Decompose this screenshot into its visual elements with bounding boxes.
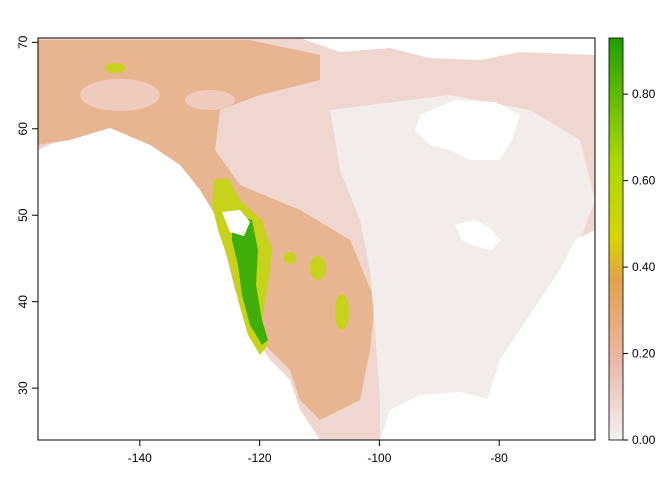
alaska-patch bbox=[105, 63, 125, 73]
rockies-patch bbox=[310, 256, 326, 280]
land-blotch bbox=[80, 79, 160, 111]
puget-sound bbox=[222, 210, 250, 236]
great-lakes bbox=[455, 220, 500, 250]
y-tick-label: 50 bbox=[16, 208, 30, 222]
rockies-patch bbox=[284, 252, 296, 264]
land-west-orange bbox=[38, 40, 375, 420]
legend-tick-label: 0.60 bbox=[632, 174, 656, 188]
legend-axis: 0.00 0.20 0.40 0.60 0.80 bbox=[623, 87, 656, 447]
y-tick-label: 70 bbox=[16, 35, 30, 49]
y-tick-label: 60 bbox=[16, 122, 30, 136]
land-blotch bbox=[185, 90, 235, 110]
legend-tick-label: 0.00 bbox=[632, 433, 656, 447]
pacific-nw-green bbox=[232, 215, 268, 345]
plot-frame bbox=[37, 37, 596, 441]
gulf-of-mexico bbox=[380, 392, 500, 440]
x-tick-label: -120 bbox=[248, 451, 272, 465]
legend-tick-label: 0.80 bbox=[632, 87, 656, 101]
atlantic-ocean bbox=[490, 230, 595, 440]
y-tick-label: 30 bbox=[16, 381, 30, 395]
x-tick-label: -80 bbox=[491, 451, 509, 465]
legend-tick-label: 0.40 bbox=[632, 260, 656, 274]
land-east-light bbox=[330, 95, 595, 440]
x-tick-label: -140 bbox=[128, 451, 152, 465]
x-tick-label: -100 bbox=[367, 451, 391, 465]
legend-tick-label: 0.20 bbox=[632, 347, 656, 361]
arctic-water bbox=[300, 38, 595, 60]
x-axis: -140 -120 -100 -80 bbox=[128, 440, 508, 465]
y-axis: 30 40 50 60 70 bbox=[16, 35, 38, 395]
raster-map bbox=[38, 38, 595, 440]
y-tick-label: 40 bbox=[16, 295, 30, 309]
pacific-ocean bbox=[38, 128, 320, 440]
rockies-patch bbox=[335, 294, 349, 330]
legend-colorbar bbox=[608, 37, 624, 441]
hudson-bay bbox=[415, 100, 520, 160]
